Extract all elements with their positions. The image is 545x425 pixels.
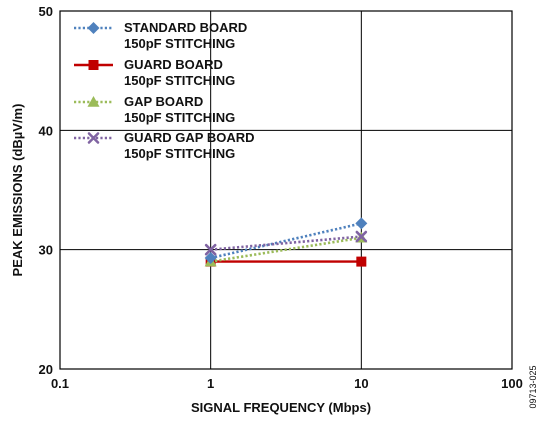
y-tick-label: 20: [39, 362, 53, 377]
data-point-guard-gap-board: [355, 230, 368, 243]
series-line-standard-board: [210, 222, 362, 260]
legend-marker-standard-board: [87, 22, 100, 34]
legend-sublabel-standard-board: 150pF STITCHING: [124, 36, 235, 51]
y-tick-label: 30: [39, 243, 53, 258]
x-tick-label: 100: [501, 376, 523, 391]
series-standard-board: [204, 217, 368, 265]
x-tick-label: 0.1: [51, 376, 69, 391]
series-line-gap-board: [210, 236, 362, 263]
x-axis-title: SIGNAL FREQUENCY (Mbps): [191, 400, 371, 415]
legend-label-guard-gap-board: GUARD GAP BOARD: [124, 130, 255, 145]
legend-marker-guard-gap-board: [87, 132, 100, 144]
figure-code: 09713-025: [528, 365, 538, 408]
legend-marker-guard-board: [88, 60, 99, 70]
data-series: [204, 217, 368, 267]
data-point-guard-gap-board: [204, 243, 217, 256]
data-point-standard-board: [355, 217, 368, 230]
data-point-guard-gap-board-stroke-b: [204, 243, 217, 256]
legend-sublabel-guard-gap-board: 150pF STITCHING: [124, 146, 235, 161]
tick-labels: 0.1 1 10 100 20 30 40 50: [39, 4, 523, 391]
x-tick-label: 1: [207, 376, 214, 391]
legend-label-standard-board: STANDARD BOARD: [124, 20, 247, 35]
y-tick-label: 50: [39, 4, 53, 19]
legend-marker-guard-gap-board-stroke-b: [87, 132, 100, 144]
legend-label-guard-board: GUARD BOARD: [124, 57, 223, 72]
legend-sublabel-guard-board: 150pF STITCHING: [124, 73, 235, 88]
data-point-standard-board: [204, 252, 217, 265]
legend-sublabel-gap-board: 150pF STITCHING: [124, 110, 235, 125]
series-guard-gap-board: [204, 230, 368, 256]
series-line-guard-gap-board: [210, 235, 362, 251]
data-point-guard-gap-board-stroke-b: [355, 230, 368, 243]
legend-marker-gap-board: [87, 96, 100, 107]
data-point-guard-board: [356, 256, 367, 267]
legend-label-gap-board: GAP BOARD: [124, 94, 203, 109]
plot-frame: [59, 10, 513, 370]
x-tick-label: 10: [354, 376, 368, 391]
y-tick-label: 40: [39, 123, 53, 138]
y-axis-title: PEAK EMISSIONS (dBµV/m): [10, 104, 25, 277]
